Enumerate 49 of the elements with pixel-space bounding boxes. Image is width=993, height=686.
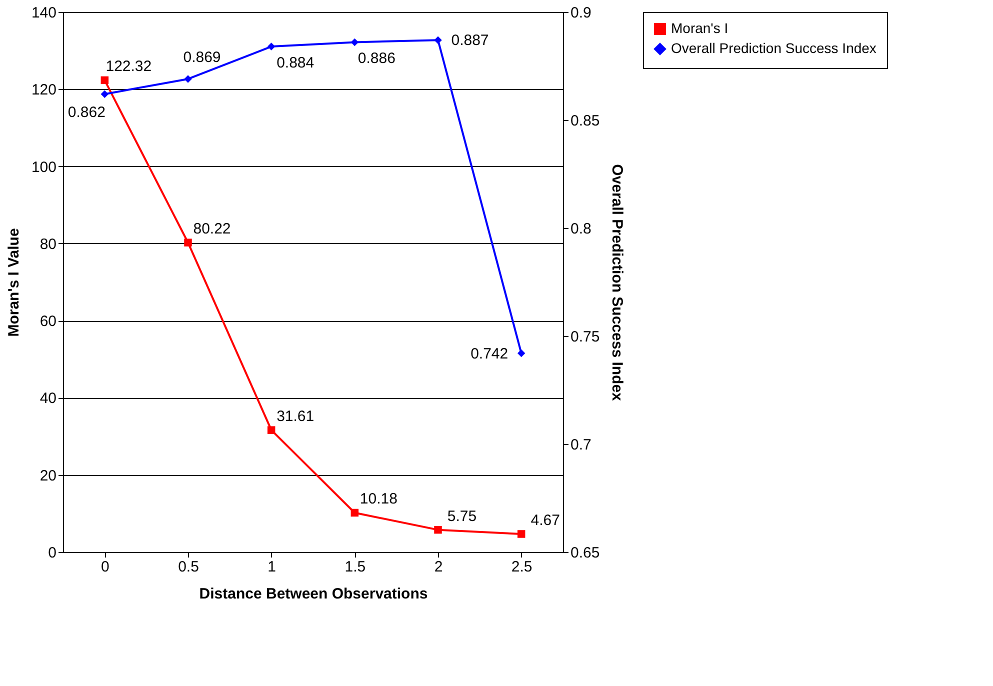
point <box>100 76 109 84</box>
x-tick-label: 1 <box>268 558 276 576</box>
y-tick-label: 140 <box>31 4 56 22</box>
data-label: 0.742 <box>470 345 508 362</box>
y-tick-label: 120 <box>31 82 56 99</box>
data-label: 122.32 <box>106 58 152 76</box>
y2-tick-label: 0.7 <box>570 436 592 454</box>
legend-label: Overall Prediction Success Index <box>671 40 876 56</box>
x-tick-label: 2 <box>434 558 443 576</box>
x-axis-title: Distance Between Observations <box>199 586 428 602</box>
point <box>434 36 442 44</box>
data-label: 0.862 <box>68 104 106 122</box>
point <box>517 530 526 538</box>
y-tick-label: 80 <box>40 236 56 253</box>
point <box>267 42 276 50</box>
data-label: 4.67 <box>530 512 560 529</box>
point <box>267 426 276 434</box>
x-tick-label: 1.5 <box>344 558 366 576</box>
y2-tick-label: 0.8 <box>570 220 592 238</box>
data-label: 0.887 <box>451 32 489 50</box>
point <box>434 526 442 534</box>
data-label: 0.884 <box>276 54 314 72</box>
point <box>100 90 109 98</box>
y-tick-label: 40 <box>40 390 56 408</box>
y-tick-label: 60 <box>40 313 56 330</box>
point <box>350 508 359 517</box>
data-label: 0.869 <box>183 48 221 66</box>
data-label: 10.18 <box>360 490 398 508</box>
y-tick-label: 100 <box>31 158 56 176</box>
y-tick-label: 0 <box>48 544 56 562</box>
y-tick-label: 20 <box>40 467 56 484</box>
point <box>350 38 359 46</box>
data-label: 80.22 <box>193 220 231 238</box>
x-tick-label: 0.5 <box>178 558 199 576</box>
x-tick-label: 0 <box>100 558 110 576</box>
data-label: 0.886 <box>358 50 396 68</box>
y2-tick-label: 0.85 <box>570 112 600 130</box>
legend-label: Moran's I <box>671 20 728 36</box>
y2-tick-label: 0.65 <box>570 544 600 562</box>
y2-tick-label: 0.75 <box>570 328 600 346</box>
data-label: 5.75 <box>447 508 477 525</box>
data-label: 31.61 <box>276 408 314 426</box>
point <box>184 238 192 246</box>
y-axis-title: Moran's I Value <box>5 228 22 337</box>
point <box>184 75 192 83</box>
y2-axis-title: Overall Prediction Success Index <box>608 164 626 402</box>
y2-tick-label: 0.9 <box>570 4 592 22</box>
x-tick-label: 2.5 <box>511 558 532 576</box>
point <box>517 349 526 358</box>
